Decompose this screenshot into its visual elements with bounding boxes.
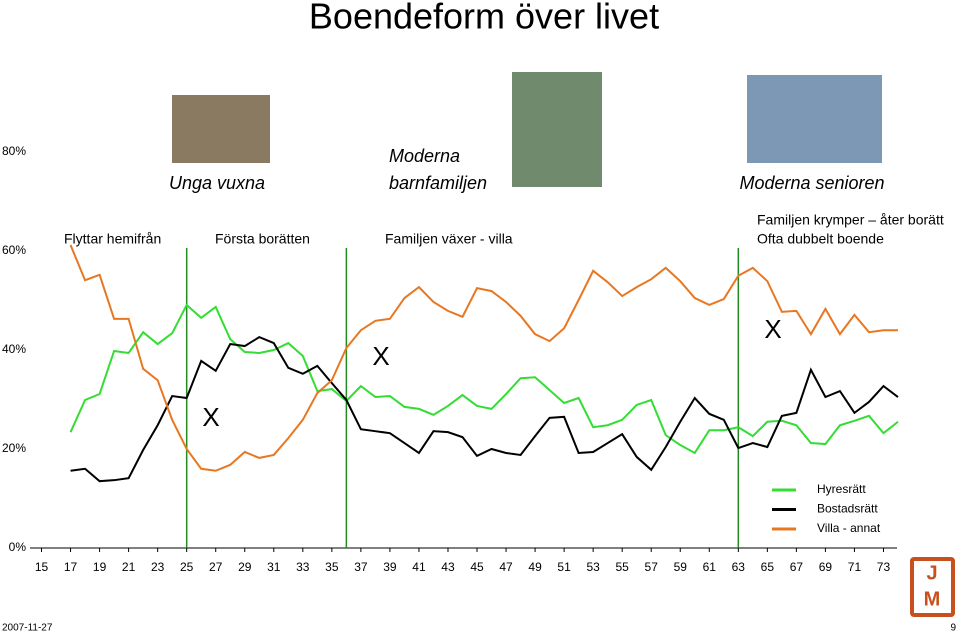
photo xyxy=(747,75,882,163)
x-tick-label: 41 xyxy=(412,560,426,574)
x-tick-label: 37 xyxy=(354,560,368,574)
x-tick-label: 21 xyxy=(122,560,136,574)
logo xyxy=(914,561,951,613)
y-tick-label: 80% xyxy=(2,144,26,158)
y-tick-label: 60% xyxy=(2,243,26,257)
series-line xyxy=(69,303,899,455)
x-tick-label: 31 xyxy=(267,560,281,574)
x-tick-label: 61 xyxy=(703,560,717,574)
legend-label: Hyresrätt xyxy=(817,482,866,496)
phase-label: Moderna xyxy=(389,146,460,166)
phase-label: barnfamiljen xyxy=(389,173,487,193)
stage-label: Ofta dubbelt boende xyxy=(757,231,884,247)
legend-label: Bostadsrätt xyxy=(817,502,878,516)
x-tick-label: 47 xyxy=(499,560,513,574)
x-tick-label: 19 xyxy=(93,560,107,574)
x-tick-label: 65 xyxy=(761,560,775,574)
x-tick-label: 57 xyxy=(645,560,659,574)
x-tick-label: 69 xyxy=(819,560,833,574)
x-tick-label: 39 xyxy=(383,560,397,574)
photo xyxy=(172,95,270,163)
x-tick-label: 51 xyxy=(557,560,571,574)
x-tick-label: 15 xyxy=(35,560,49,574)
y-tick-label: 20% xyxy=(2,441,26,455)
x-tick-label: 53 xyxy=(586,560,600,574)
phase-label: Moderna senioren xyxy=(739,173,884,193)
y-tick-label: 40% xyxy=(2,342,26,356)
x-tick-label: 71 xyxy=(848,560,862,574)
series-line xyxy=(70,336,899,483)
chart-title: Boendeform över livet xyxy=(309,0,659,37)
x-tick-label: 35 xyxy=(325,560,339,574)
stage-label: Familjen krymper – åter borätt xyxy=(757,212,944,228)
x-mark: X xyxy=(764,314,781,344)
x-tick-label: 23 xyxy=(151,560,165,574)
x-tick-label: 63 xyxy=(732,560,746,574)
x-tick-label: 25 xyxy=(180,560,194,574)
x-tick-label: 59 xyxy=(674,560,688,574)
stage-label: Första borätten xyxy=(215,231,310,247)
x-tick-label: 45 xyxy=(470,560,484,574)
x-tick-label: 27 xyxy=(209,560,223,574)
x-tick-label: 49 xyxy=(528,560,542,574)
photo xyxy=(512,72,602,187)
page-number: 9 xyxy=(950,623,956,632)
x-tick-label: 67 xyxy=(790,560,804,574)
y-tick-label: 0% xyxy=(9,540,27,554)
logo-text: M xyxy=(924,588,941,610)
logo-text: J xyxy=(926,562,937,584)
x-tick-label: 73 xyxy=(877,560,891,574)
x-tick-label: 43 xyxy=(441,560,455,574)
x-tick-label: 17 xyxy=(64,560,78,574)
x-mark: X xyxy=(372,341,389,371)
series-line xyxy=(69,244,898,472)
legend-label: Villa - annat xyxy=(817,521,881,535)
phase-label: Unga vuxna xyxy=(169,173,265,193)
stage-label: Familjen växer - villa xyxy=(385,231,513,247)
x-tick-label: 29 xyxy=(238,560,252,574)
stage-label: Flyttar hemifrån xyxy=(64,231,161,247)
x-mark: X xyxy=(202,402,219,432)
x-tick-label: 55 xyxy=(616,560,630,574)
footer-date: 2007-11-27 xyxy=(2,623,53,632)
x-tick-label: 33 xyxy=(296,560,310,574)
